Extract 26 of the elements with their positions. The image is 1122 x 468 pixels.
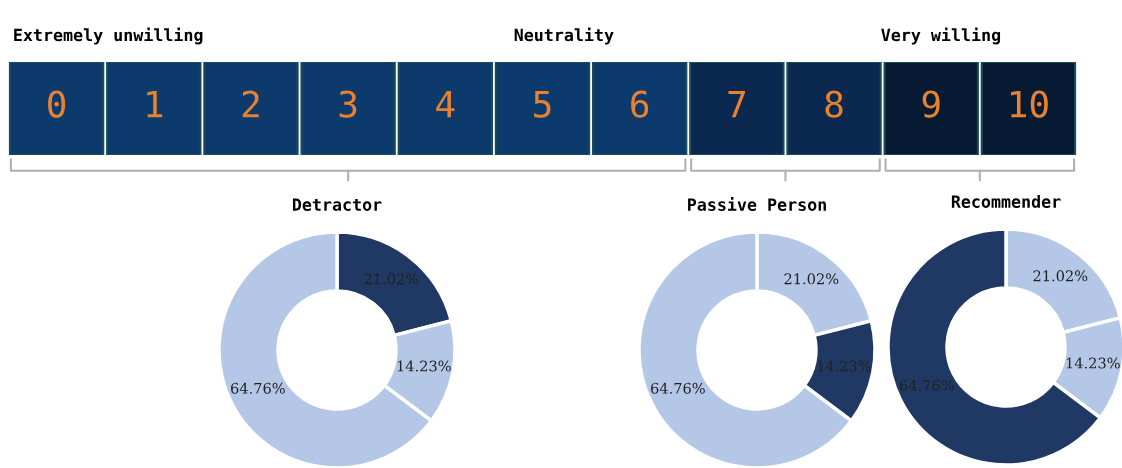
data-label: 21.02% [1033,270,1088,282]
x-tick-label: 0 [48,90,66,118]
text: Neutrality [514,27,614,45]
text: Extremely unwilling [14,27,203,45]
chart-title: Recommender [951,194,1061,208]
data-label: 21.02% [364,273,419,285]
x-tick-label: 6 [631,90,649,118]
data-label: 14.23% [817,360,871,372]
data-label: 14.23% [397,360,451,372]
data-label: 64.76% [231,382,285,394]
x-tick-label: 9 [922,90,940,118]
x-tick-label: 2 [242,90,259,118]
data-label: 21.02% [784,273,839,285]
chart-title: Passive Person [688,197,826,211]
text: Very willing [881,27,1001,45]
x-tick-label: 7 [728,91,746,118]
data-label: 64.76% [651,382,705,394]
x-tick-label: 8 [825,90,843,118]
x-tick-label: 5 [534,91,551,118]
data-label: 64.76% [900,379,954,391]
x-tick-label: 10 [1011,90,1048,118]
data-label: 14.23% [1066,357,1120,369]
x-tick-label: 1 [147,91,163,118]
x-tick-label: 3 [339,90,357,118]
x-tick-label: 4 [436,91,455,118]
chart-title: Detractor [292,198,382,211]
